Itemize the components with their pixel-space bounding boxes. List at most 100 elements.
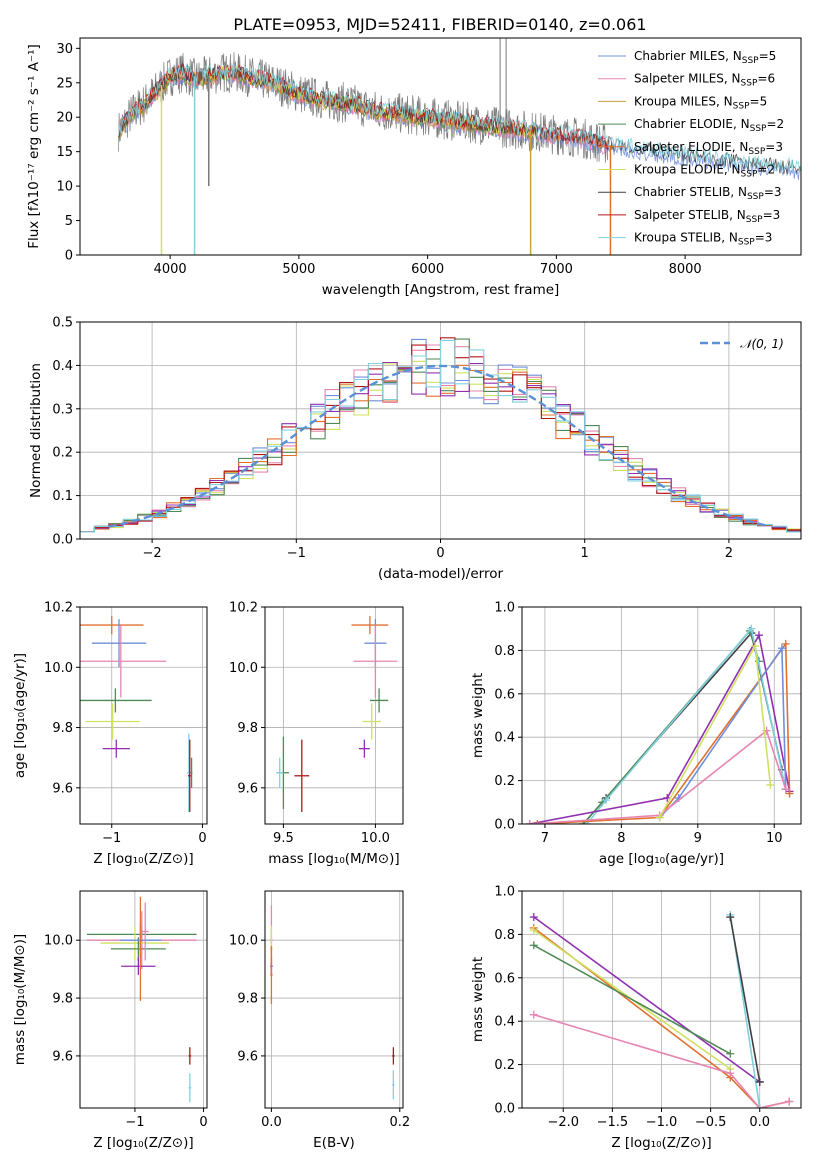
legend-subscript: SSP bbox=[741, 79, 758, 89]
mass_vs_Z-axes: −1 0 9.6 9.8 10.0 Z [log₁₀(Z/Z⊙)] mass [log₁₀(… bbox=[12, 890, 208, 1151]
mass_vs_ebv-plot-area bbox=[270, 905, 395, 1100]
weight-marker bbox=[726, 1069, 735, 1078]
weight-line bbox=[533, 916, 761, 1083]
weight_vs_Z-ytick-label: 0.6 bbox=[494, 971, 515, 986]
residuals-xlabel: (data-model)/error bbox=[378, 566, 504, 582]
age_vs_Z-frame bbox=[79, 606, 208, 825]
age_vs_Z-xtick-label: 0 bbox=[198, 831, 206, 846]
legend-entry: 𝒩(0, 1) bbox=[740, 337, 784, 351]
weight-marker bbox=[726, 1049, 735, 1058]
legend-label: Chabrier ELODIE, N bbox=[634, 117, 750, 131]
spectrum-ytick-label: 5 bbox=[65, 214, 73, 229]
weight-line bbox=[582, 631, 783, 824]
residuals-xtick-label: −2 bbox=[143, 546, 162, 561]
mass_vs_Z-ytick-label: 9.8 bbox=[52, 992, 73, 1007]
weight_vs_age-ytick-label: 0.0 bbox=[494, 818, 515, 833]
mass_vs_Z-ylabel: mass [log₁₀(M/M⊙)] bbox=[12, 934, 28, 1065]
weight-marker bbox=[525, 820, 534, 824]
legend-entry: Salpeter ELODIE, NSSP=3 bbox=[634, 140, 783, 157]
weight-marker bbox=[529, 913, 538, 922]
legend-subscript: SSP bbox=[742, 56, 759, 66]
age_vs_Z-ytick-label: 9.8 bbox=[52, 721, 73, 736]
residuals-ytick-label: 0.5 bbox=[52, 316, 73, 331]
weight-marker bbox=[529, 1010, 538, 1019]
weight_vs_Z-ytick-label: 1.0 bbox=[494, 885, 515, 900]
weight_vs_Z-ytick-label: 0.0 bbox=[494, 1102, 515, 1117]
legend-label: Salpeter MILES, N bbox=[634, 72, 741, 86]
gaussian-curve bbox=[108, 364, 766, 528]
legend-suffix: =5 bbox=[759, 49, 777, 63]
legend-suffix: =6 bbox=[757, 72, 775, 86]
legend-label: Kroupa MILES, N bbox=[634, 94, 733, 108]
legend-entry: Kroupa STELIB, NSSP=3 bbox=[634, 231, 772, 248]
weight-line bbox=[533, 1013, 790, 1108]
residuals-xtick-label: 0 bbox=[436, 546, 444, 561]
weight-marker bbox=[777, 644, 786, 653]
weight_vs_Z-xtick-label: −1.5 bbox=[597, 1115, 629, 1130]
legend-suffix: =3 bbox=[763, 208, 781, 222]
age_vs_Z-axes: −1 0 9.6 9.8 10.0 10.2 Z [log₁₀(Z/Z⊙)] age [log… bbox=[12, 601, 208, 867]
residuals-ytick-label: 0.4 bbox=[52, 359, 73, 374]
legend-entry: Kroupa MILES, NSSP=5 bbox=[634, 94, 767, 111]
age_vs_Z-ytick-label: 9.6 bbox=[52, 781, 73, 796]
spectrum-xtick-label: 5000 bbox=[282, 262, 315, 277]
age_vs_Z-plot-area bbox=[80, 616, 193, 812]
mass_vs_ebv-axes: 0.0 0.2 9.6 9.8 10.0 E(B-V) bbox=[229, 890, 410, 1151]
mass_vs_Z-plot-area bbox=[86, 896, 197, 1103]
residuals-axes: −2 −1 0 1 2 0.0 0.1 0.2 0.3 0.4 0.5 (data-model)/er… bbox=[28, 316, 802, 582]
spectrum-plot-area bbox=[118, 38, 801, 255]
residuals-ytick-label: 0.0 bbox=[52, 533, 73, 548]
weight_vs_age-xtick-label: 7 bbox=[541, 831, 549, 846]
mass_vs_ebv-ytick-label: 9.8 bbox=[237, 992, 258, 1007]
weight-line bbox=[529, 729, 787, 824]
mass_vs_ebv-xtick-label: 0.0 bbox=[261, 1115, 282, 1130]
residuals-xtick-label: 2 bbox=[725, 546, 733, 561]
weight_vs_age-axes: 7 8 9 10 0.0 0.2 0.4 0.6 0.8 1.0 age [log₁₀(age/yr… bbox=[470, 601, 802, 867]
mass_vs_ebv-xtick-label: 0.2 bbox=[389, 1115, 410, 1130]
weight-marker bbox=[747, 624, 756, 633]
residuals-legend: 𝒩(0, 1) bbox=[700, 337, 784, 351]
spectrum-xtick-label: 4000 bbox=[154, 262, 187, 277]
weight-marker bbox=[602, 796, 611, 805]
weight_vs_Z-axes: −2.0 −1.5 −1.0 −0.5 0.0 0.0 0.2 0.4 0.6 0.8 1.0 Z [… bbox=[470, 885, 802, 1151]
figure-title: PLATE=0953, MJD=52411, FIBERID=0140, z=0… bbox=[233, 15, 646, 34]
spectrum-ylabel: Flux [fλ10⁻¹⁷ erg cm⁻² s⁻¹ A⁻¹] bbox=[26, 44, 42, 249]
weight_vs_Z-xtick-label: −1.0 bbox=[646, 1115, 678, 1130]
residuals-ytick-label: 0.1 bbox=[52, 489, 73, 504]
age_vs_Z-xlabel: Z [log₁₀(Z/Z⊙)] bbox=[93, 851, 193, 867]
legend-suffix: =5 bbox=[750, 94, 768, 108]
mass_vs_Z-ytick-label: 10.0 bbox=[44, 934, 73, 949]
weight_vs_Z-xtick-label: −2.0 bbox=[547, 1115, 579, 1130]
spectrum-xlabel: wavelength [Angstrom, rest frame] bbox=[322, 282, 560, 298]
model-spectrum-kroupa_stelib bbox=[118, 62, 801, 174]
legend-suffix: =3 bbox=[764, 185, 782, 199]
weight_vs_age-ytick-label: 0.8 bbox=[494, 644, 515, 659]
legend-subscript: SSP bbox=[747, 192, 764, 202]
mass_vs_ebv-frame bbox=[264, 890, 404, 1109]
age_vs_mass-plot-area bbox=[276, 616, 398, 812]
age_vs_Z-ytick-label: 10.2 bbox=[44, 601, 73, 616]
age_vs_mass-frame bbox=[264, 606, 404, 825]
spectrum-ytick-label: 30 bbox=[56, 42, 73, 57]
mass_vs_ebv-xlabel: E(B-V) bbox=[313, 1135, 355, 1151]
mass_vs_Z-xlabel: Z [log₁₀(Z/Z⊙)] bbox=[93, 1135, 193, 1151]
weight-marker bbox=[781, 639, 790, 648]
residuals-ylabel: Normed distribution bbox=[28, 363, 44, 498]
spectrum-ytick-label: 25 bbox=[56, 76, 73, 91]
age_vs_Z-ylabel: age [log₁₀(age/yr)] bbox=[12, 653, 28, 778]
weight_vs_Z-xlabel: Z [log₁₀(Z/Z⊙)] bbox=[611, 1135, 711, 1151]
age_vs_mass-xlabel: mass [log₁₀(M/M⊙)] bbox=[268, 851, 399, 867]
weight-marker bbox=[755, 1104, 764, 1108]
spectrum-ytick-label: 20 bbox=[56, 111, 73, 126]
weight-line bbox=[529, 632, 791, 824]
spectrum-ytick-label: 15 bbox=[56, 145, 73, 160]
legend-label: Kroupa ELODIE, N bbox=[634, 163, 741, 177]
age_vs_mass-ytick-label: 10.2 bbox=[229, 601, 258, 616]
weight_vs_age-ytick-label: 0.6 bbox=[494, 687, 515, 702]
age_vs_mass-xtick-label: 9.5 bbox=[273, 831, 294, 846]
weight-marker bbox=[766, 780, 775, 789]
age_vs_Z-xtick-label: −1 bbox=[102, 831, 121, 846]
weight_vs_age-xtick-label: 8 bbox=[617, 831, 625, 846]
